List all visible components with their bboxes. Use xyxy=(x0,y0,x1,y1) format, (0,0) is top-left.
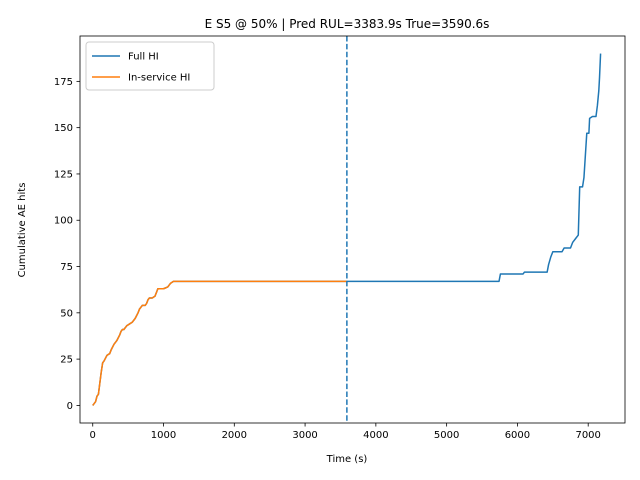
series-line-in-service-hi xyxy=(92,280,347,406)
y-tick-label: 150 xyxy=(54,123,73,134)
x-tick-label: 7000 xyxy=(575,430,600,441)
y-axis-label: Cumulative AE hits xyxy=(17,183,28,278)
y-tick-label: 100 xyxy=(54,216,73,227)
legend: Full HI In-service HI xyxy=(85,41,215,91)
x-tick-label: 2000 xyxy=(222,430,247,441)
legend-box xyxy=(85,41,215,91)
y-tick-label: 75 xyxy=(60,262,73,273)
x-tick-label: 5000 xyxy=(434,430,459,441)
plot-area xyxy=(79,35,626,424)
x-tick-label: 4000 xyxy=(363,430,388,441)
legend-label: Full HI xyxy=(128,52,159,63)
axes-frame xyxy=(79,35,626,424)
x-tick-label: 0 xyxy=(90,430,96,441)
x-tick-label: 6000 xyxy=(505,430,530,441)
x-axis-label: Time (s) xyxy=(326,454,368,465)
y-tick-label: 0 xyxy=(67,401,73,412)
legend-label: In-service HI xyxy=(128,73,190,84)
x-axis: 0 1000 2000 3000 4000 5000 6000 7000 xyxy=(90,423,601,441)
y-axis: 0 25 50 75 100 125 150 175 xyxy=(54,77,80,412)
x-tick-label: 3000 xyxy=(292,430,317,441)
chart-title: E S5 @ 50% | Pred RUL=3383.9s True=3590.… xyxy=(205,17,490,31)
y-tick-label: 50 xyxy=(60,308,73,319)
y-tick-label: 125 xyxy=(54,169,73,180)
y-tick-label: 175 xyxy=(54,77,73,88)
x-tick-label: 1000 xyxy=(151,430,176,441)
y-tick-label: 25 xyxy=(60,355,73,366)
